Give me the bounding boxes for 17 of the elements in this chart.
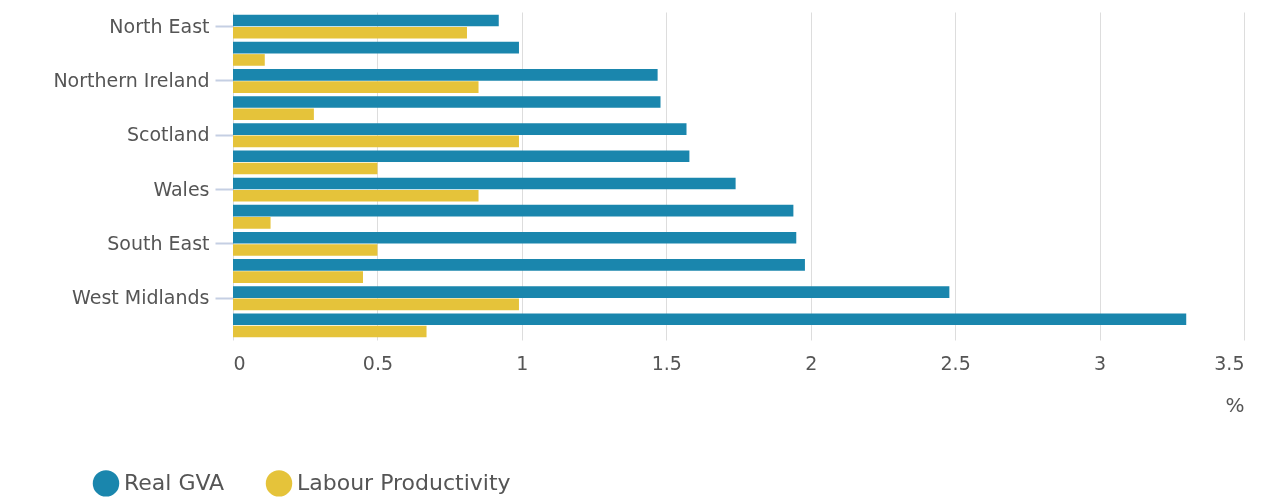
- y-tick-label: Scotland: [126, 123, 210, 146]
- legend-label: Real GVA: [124, 470, 225, 496]
- x-tick-label: 1.5: [651, 351, 682, 374]
- x-tick-label: 2: [805, 351, 818, 374]
- legend-label: Labour Productivity: [297, 470, 511, 496]
- y-tick-label: West Midlands: [72, 286, 210, 309]
- y-tick-label: North East: [109, 14, 210, 37]
- x-tick-label: 0.5: [362, 351, 394, 374]
- y-tick-label: Northern Ireland: [53, 68, 210, 91]
- x-tick-label: 3: [1094, 351, 1107, 374]
- x-tick-label: 2.5: [940, 351, 971, 374]
- x-tick-label: 3.5: [1214, 351, 1245, 374]
- y-tick-label: South East: [107, 231, 210, 254]
- x-tick-label: 0: [233, 351, 246, 374]
- x-tick-label: 1: [516, 351, 529, 374]
- x-axis-title: %: [1225, 392, 1245, 417]
- y-tick-label: Wales: [153, 177, 210, 200]
